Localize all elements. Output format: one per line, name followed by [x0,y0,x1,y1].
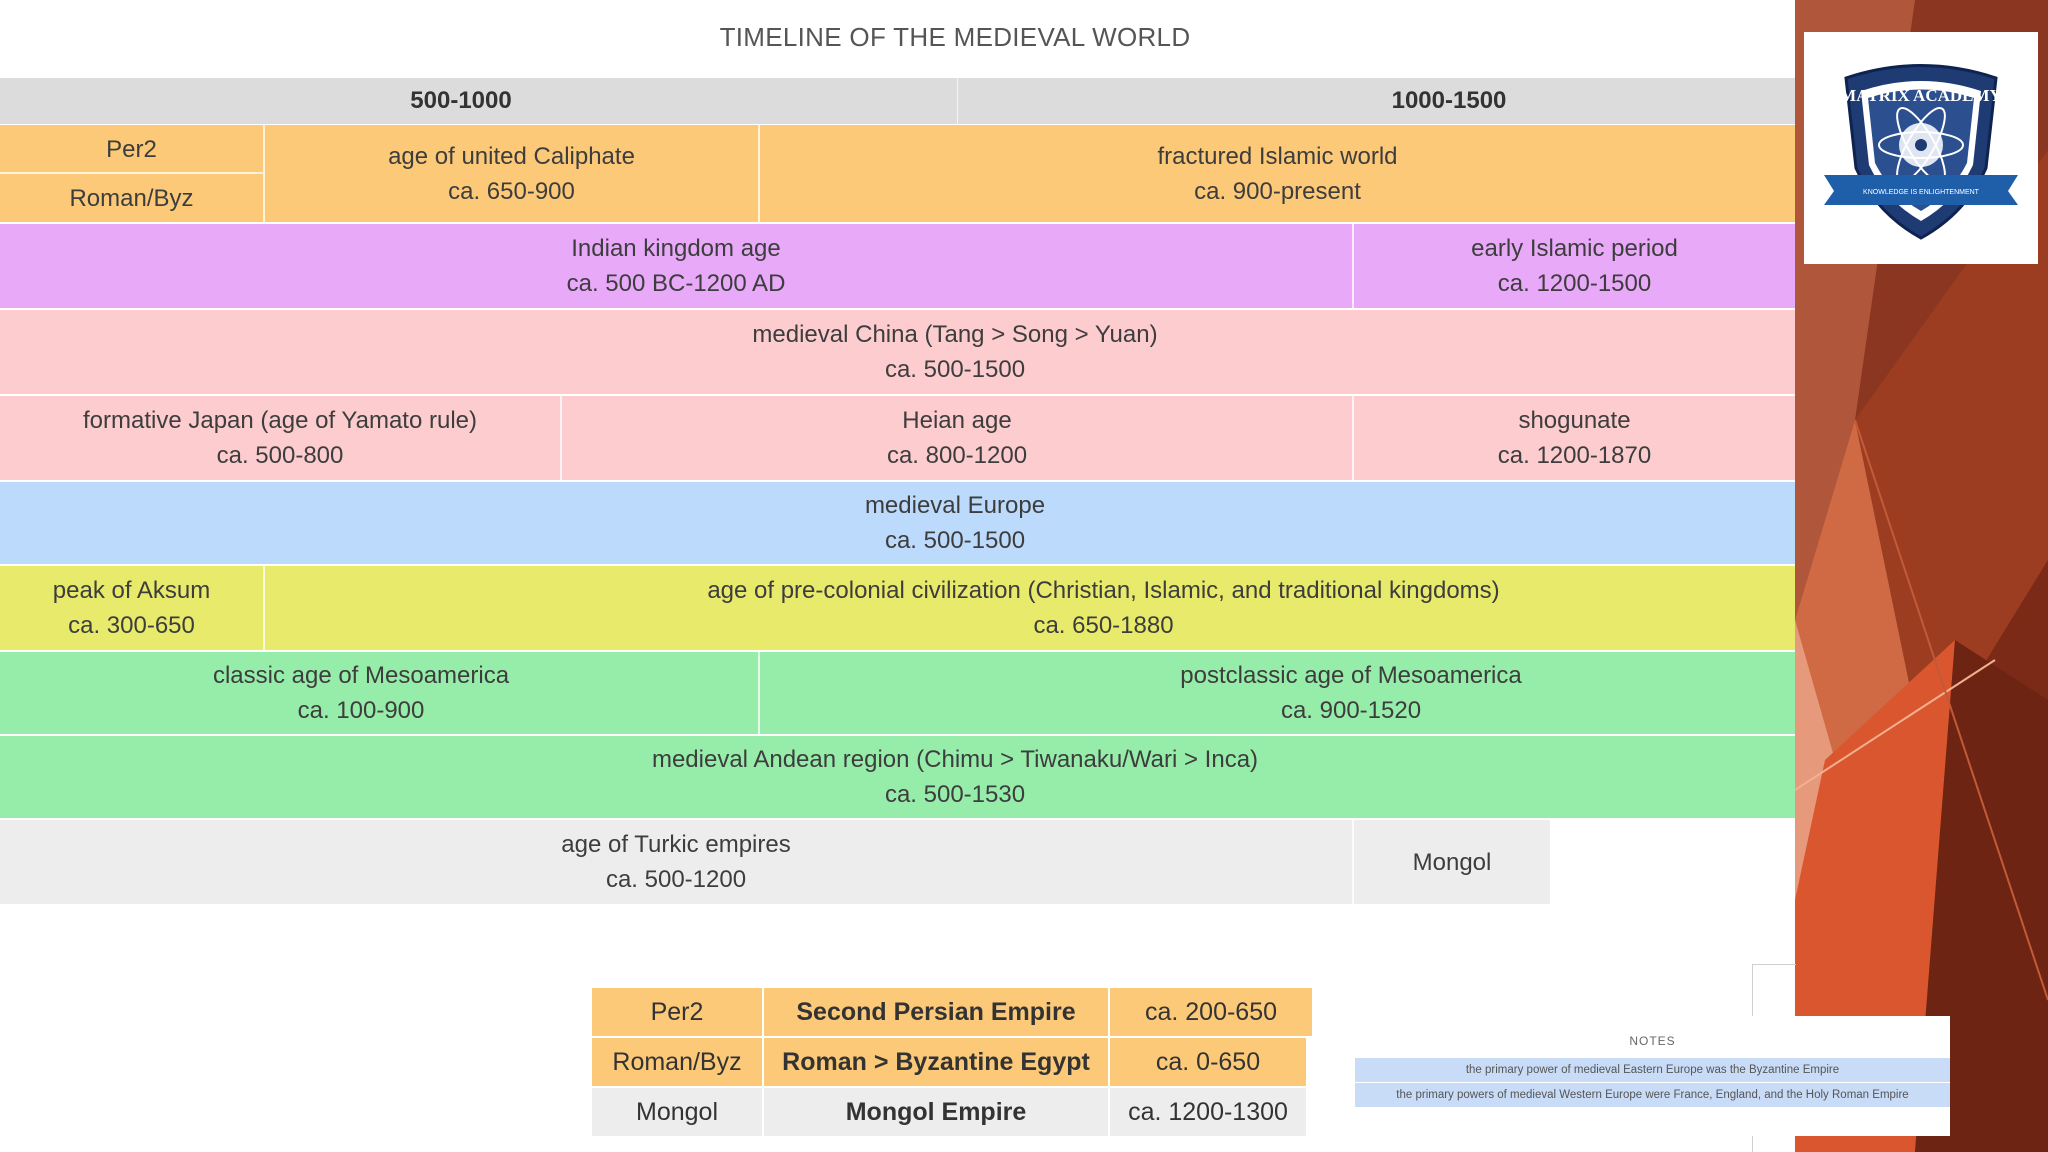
era-peak-of-aksum: peak of Aksum ca. 300-650 [0,566,263,650]
era-date: ca. 650-900 [448,177,575,205]
legend-name: Second Persian Empire [764,988,1108,1036]
era-name: medieval Andean region (Chimu > Tiwanaku… [651,746,1259,773]
note-western-europe: the primary powers of medieval Western E… [1355,1083,1950,1107]
era-date: ca. 1200-1870 [1497,442,1652,469]
era-date: ca. 500-1530 [884,781,1026,808]
academy-shield-logo: MATRIX ACADEMY KNOWLEDGE IS ENLIGHTENMEN… [1824,64,2018,240]
era-name: medieval Europe [864,492,1046,519]
column-divider [560,396,562,480]
row-africa: peak of Aksum ca. 300-650 age of pre-col… [0,566,1795,650]
era-turkic-empires: age of Turkic empires ca. 500-1200 [0,820,1352,904]
era-date: ca. 500-1500 [884,356,1026,383]
header-500-1000: 500-1000 [410,87,512,114]
label-roman-byz: Roman/Byz [0,174,263,222]
era-name: Heian age [902,407,1012,434]
era-indian-kingdom-age: Indian kingdom age ca. 500 BC-1200 AD [0,224,1352,308]
era-name: early Islamic period [1471,235,1678,262]
legend-row-roman-byz: Roman/Byz Roman > Byzantine Egypt ca. 0-… [592,1038,1314,1086]
era-name: peak of Aksum [52,577,211,604]
legend-row-per2: Per2 Second Persian Empire ca. 200-650 [592,988,1320,1036]
logo-text: MATRIX ACADEMY [1840,86,2002,105]
era-date: ca. 500-800 [216,442,344,469]
page-title: TIMELINE OF THE MEDIEVAL WORLD [719,22,1191,52]
era-date: ca. 500 BC-1200 AD [566,270,786,297]
column-divider [263,125,265,222]
legend-date: ca. 200-650 [1110,988,1312,1036]
era-name: age of pre-colonial civilization (Christ… [707,577,1500,604]
frame-line [1752,1136,1753,1152]
era-name: age of united Caliphate [388,142,635,170]
legend-date: ca. 0-650 [1110,1038,1306,1086]
era-early-islamic-period: early Islamic period ca. 1200-1500 [1354,224,1795,308]
era-name: age of Turkic empires [561,831,791,858]
legend-code: Per2 [592,988,762,1036]
column-divider [263,566,265,650]
notes-title: NOTES [1629,1034,1676,1048]
label-per2-text: Per2 [106,135,157,163]
era-date: ca. 800-1200 [886,442,1028,469]
column-divider [1352,820,1354,904]
row-divider [0,172,263,174]
era-name: postclassic age of Mesoamerica [1180,662,1522,689]
notes-panel: NOTES the primary power of medieval East… [1355,1016,1950,1136]
era-name: fractured Islamic world [1157,142,1398,170]
legend-code: Mongol [592,1088,762,1136]
era-name: classic age of Mesoamerica [212,662,510,689]
era-shogunate: shogunate ca. 1200-1870 [1354,396,1795,480]
era-date: ca. 500-1500 [884,527,1026,554]
header-divider [957,78,958,124]
legend-name: Mongol Empire [764,1088,1108,1136]
legend-row-mongol: Mongol Mongol Empire ca. 1200-1300 [592,1088,1314,1136]
era-date: ca. 900-1520 [1280,697,1422,724]
era-name: medieval China (Tang > Song > Yuan) [752,321,1158,348]
legend-date: ca. 1200-1300 [1110,1088,1306,1136]
frame-line [1752,964,1796,965]
era-formative-japan: formative Japan (age of Yamato rule) ca.… [0,396,560,480]
row-china: medieval China (Tang > Song > Yuan) ca. … [0,310,1795,394]
era-date: ca. 300-650 [68,612,195,639]
era-name: shogunate [1518,407,1631,434]
era-medieval-europe: medieval Europe ca. 500-1500 [0,482,1910,564]
legend-code: Roman/Byz [592,1038,762,1086]
era-postclassic-mesoamerica: postclassic age of Mesoamerica ca. 900-1… [760,652,1942,734]
logo-motto: KNOWLEDGE IS ENLIGHTENMENT [1863,189,1980,196]
row-mesoamerica: classic age of Mesoamerica ca. 100-900 p… [0,652,1795,734]
header-1000-1500: 1000-1500 [1391,87,1507,114]
era-name: Indian kingdom age [571,235,781,262]
period-header-row: 500-1000 1000-1500 [0,78,1795,124]
era-date: ca. 650-1880 [1033,612,1174,639]
era-medieval-andean-region: medieval Andean region (Chimu > Tiwanaku… [0,736,1910,818]
era-classic-mesoamerica: classic age of Mesoamerica ca. 100-900 [0,652,722,734]
era-date: ca. 100-900 [297,697,425,724]
row-india: Indian kingdom age ca. 500 BC-1200 AD ea… [0,224,1795,308]
column-divider [758,652,760,734]
era-mongol: Mongol [1354,820,1550,904]
column-divider [1352,396,1354,480]
era-date: ca. 900-present [1194,177,1361,205]
legend-name: Roman > Byzantine Egypt [764,1038,1108,1086]
frame-line [1752,964,1753,1016]
label-roman-byz-text: Roman/Byz [69,184,194,212]
era-heian-age: Heian age ca. 800-1200 [562,396,1352,480]
row-japan: formative Japan (age of Yamato rule) ca.… [0,396,1795,480]
note-eastern-europe: the primary power of medieval Eastern Eu… [1355,1058,1950,1082]
logo-box: MATRIX ACADEMY KNOWLEDGE IS ENLIGHTENMEN… [1804,32,2038,264]
row-islamic-world: Per2 Roman/Byz age of united Caliphate c… [0,125,1795,222]
era-pre-colonial-civilization: age of pre-colonial civilization (Christ… [265,566,1942,650]
era-fractured-islamic-world: fractured Islamic world ca. 900-present [760,125,1795,222]
column-divider [758,125,760,222]
row-andes: medieval Andean region (Chimu > Tiwanaku… [0,736,1795,818]
era-medieval-china: medieval China (Tang > Song > Yuan) ca. … [0,310,1910,394]
row-steppe: age of Turkic empires ca. 500-1200 Mongo… [0,820,1550,904]
era-name: formative Japan (age of Yamato rule) [83,407,477,434]
row-europe: medieval Europe ca. 500-1500 [0,482,1795,564]
era-united-caliphate: age of united Caliphate ca. 650-900 [265,125,758,222]
label-per2: Per2 [0,125,263,173]
column-divider [1352,224,1354,308]
era-date: ca. 500-1200 [605,866,747,893]
era-date: ca. 1200-1500 [1497,270,1652,297]
era-name: Mongol [1412,848,1492,876]
